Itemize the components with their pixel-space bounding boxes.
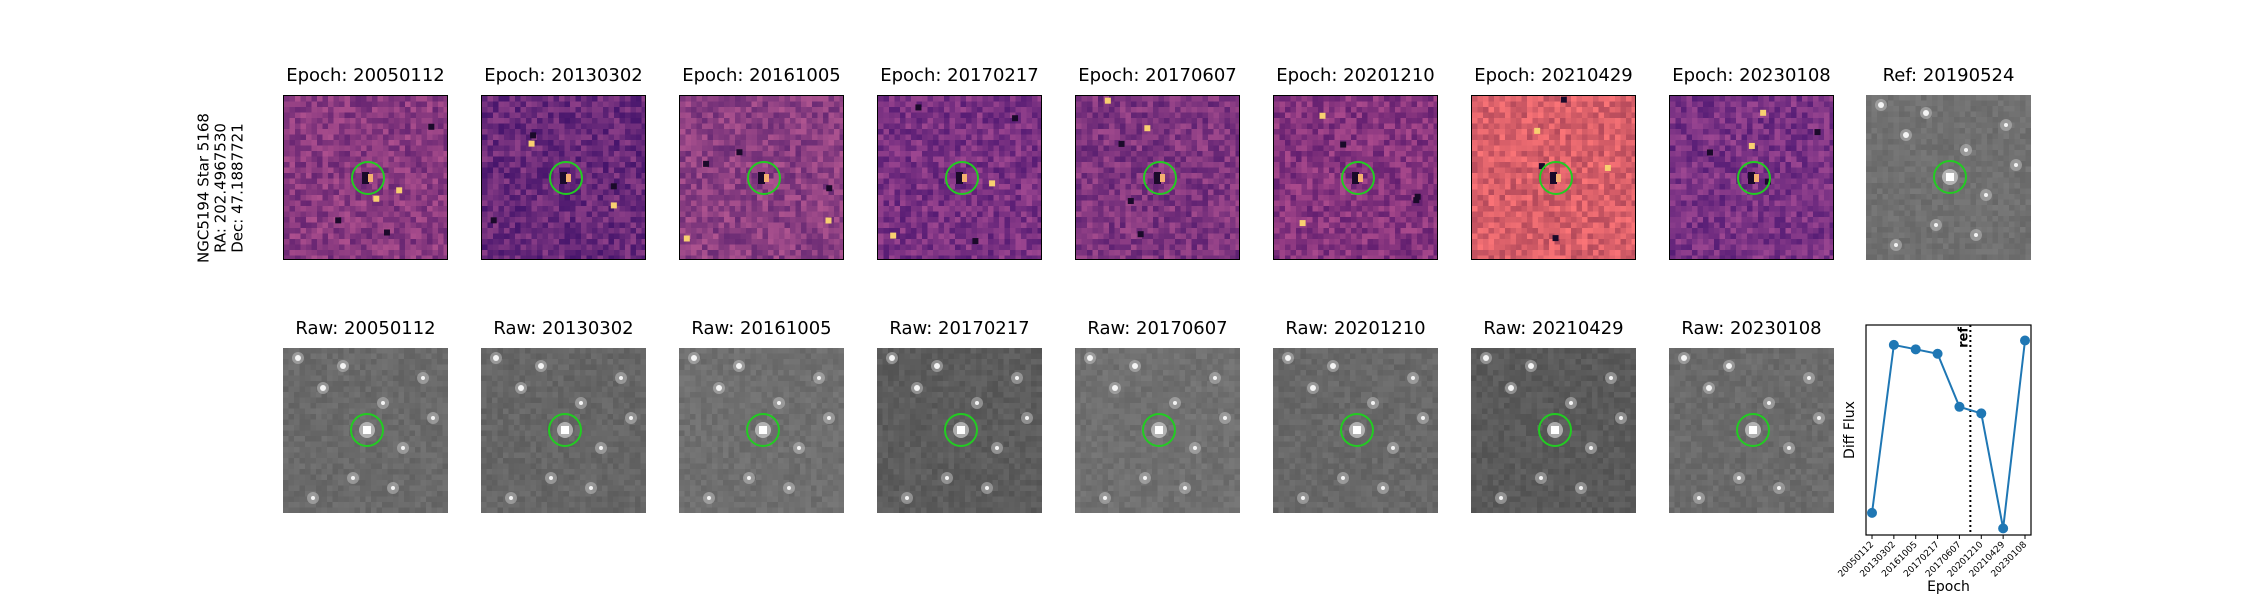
target-circle [1539, 161, 1573, 195]
difference-image [1075, 95, 1240, 260]
target-circle [746, 413, 780, 447]
raw-image [1273, 348, 1438, 513]
star-ra: RA: 202.4967530 [211, 123, 230, 253]
diff-image-title: Epoch: 20170217 [880, 65, 1039, 86]
difference-image [1471, 95, 1636, 260]
diff-flux-light-curve: ref2005011220130302201610052017021720170… [1837, 324, 2032, 595]
difference-image [1669, 95, 1834, 260]
raw-image-title: Raw: 20130302 [493, 318, 634, 339]
raw-image [877, 348, 1042, 513]
diff-flux-point [1976, 408, 1987, 419]
raw-image-title: Raw: 20050112 [295, 318, 436, 339]
difference-image [1273, 95, 1438, 260]
diff-flux-point [1888, 339, 1899, 350]
diff-flux-point [1932, 348, 1943, 359]
difference-image [481, 95, 646, 260]
x-axis-label: Epoch [1927, 579, 1970, 595]
target-circle [351, 161, 385, 195]
diff-flux-point [1998, 523, 2009, 534]
raw-image [1471, 348, 1636, 513]
raw-image-title: Raw: 20170217 [889, 318, 1030, 339]
target-circle [1142, 413, 1176, 447]
target-circle [548, 413, 582, 447]
star-id-label: NGC5194 Star 5168 RA: 202.4967530 Dec: 4… [195, 108, 247, 268]
target-circle [747, 161, 781, 195]
y-axis-label: Diff Flux [1842, 401, 1858, 459]
raw-image-title: Raw: 20170607 [1087, 318, 1228, 339]
star-name: NGC5194 Star 5168 [194, 113, 213, 263]
raw-image [679, 348, 844, 513]
star-dec: Dec: 47.1887721 [228, 123, 247, 253]
raw-image [283, 348, 448, 513]
diff-flux-point [1867, 507, 1877, 518]
target-circle [945, 161, 979, 195]
raw-image-title: Raw: 20210429 [1483, 318, 1624, 339]
diff-flux-point [1910, 344, 1921, 355]
diff-image-title: Epoch: 20130302 [484, 65, 643, 86]
diff-image-title: Epoch: 20201210 [1276, 65, 1435, 86]
target-circle [350, 413, 384, 447]
target-circle [1933, 160, 1967, 194]
raw-image-title: Raw: 20230108 [1681, 318, 1822, 339]
target-circle [549, 161, 583, 195]
target-circle [1143, 161, 1177, 195]
diff-image-title: Epoch: 20230108 [1672, 65, 1831, 86]
target-circle [1737, 161, 1771, 195]
diff-image-title: Epoch: 20050112 [286, 65, 445, 86]
diff-image-title: Epoch: 20170607 [1078, 65, 1237, 86]
reference-image-title: Ref: 20190524 [1882, 65, 2015, 86]
difference-image [283, 95, 448, 260]
chart-axes-frame [1865, 324, 2032, 536]
target-circle [1341, 161, 1375, 195]
difference-image [877, 95, 1042, 260]
raw-image [1075, 348, 1240, 513]
target-circle [944, 413, 978, 447]
raw-image-title: Raw: 20201210 [1285, 318, 1426, 339]
ref-marker-label: ref [1956, 327, 1971, 348]
raw-image [1669, 348, 1834, 513]
diff-image-title: Epoch: 20161005 [682, 65, 841, 86]
target-circle [1538, 413, 1572, 447]
diff-flux-point [2020, 335, 2030, 346]
raw-image-title: Raw: 20161005 [691, 318, 832, 339]
diff-flux-point [1954, 401, 1965, 412]
raw-image [481, 348, 646, 513]
reference-image [1866, 95, 2031, 260]
difference-image [679, 95, 844, 260]
target-circle [1736, 413, 1770, 447]
diff-image-title: Epoch: 20210429 [1474, 65, 1633, 86]
target-circle [1340, 413, 1374, 447]
